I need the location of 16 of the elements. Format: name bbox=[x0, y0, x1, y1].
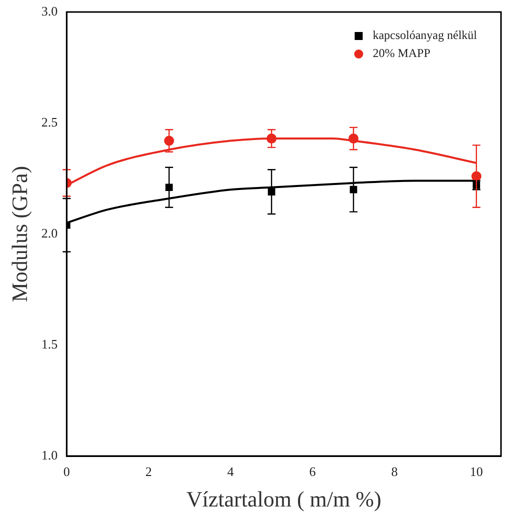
y-tick-label: 3.0 bbox=[41, 3, 58, 18]
legend-label: kapcsolóanyag nélkül bbox=[372, 28, 478, 42]
point bbox=[165, 184, 173, 192]
x-tick-label: 2 bbox=[145, 464, 152, 480]
x-tick-label: 6 bbox=[309, 464, 316, 480]
x-tick-label: 0 bbox=[63, 464, 70, 480]
y-tick-label: 2.5 bbox=[41, 114, 58, 130]
y-tick-label: 2.0 bbox=[41, 225, 58, 240]
y-axis-title: Modulus (GPa) bbox=[6, 166, 32, 302]
legend-label: 20% MAPP bbox=[372, 46, 431, 60]
x-axis-title: Víztartalom ( m/m %) bbox=[186, 486, 382, 512]
x-tick-label: 10 bbox=[470, 464, 483, 480]
y-tick-label: 1.0 bbox=[41, 447, 58, 462]
x-tick-label: 4 bbox=[227, 464, 234, 480]
x-tick-label: 8 bbox=[391, 464, 398, 480]
y-tick-label: 1.5 bbox=[41, 336, 58, 352]
